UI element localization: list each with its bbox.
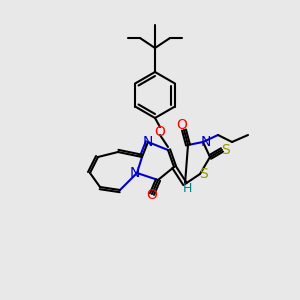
- Text: O: O: [177, 118, 188, 132]
- Text: O: O: [154, 125, 165, 139]
- Text: N: N: [130, 166, 140, 180]
- Text: S: S: [199, 167, 207, 181]
- Text: N: N: [143, 135, 153, 149]
- Text: H: H: [182, 182, 192, 196]
- Text: S: S: [222, 143, 230, 157]
- Text: O: O: [147, 188, 158, 202]
- Text: N: N: [201, 135, 211, 149]
